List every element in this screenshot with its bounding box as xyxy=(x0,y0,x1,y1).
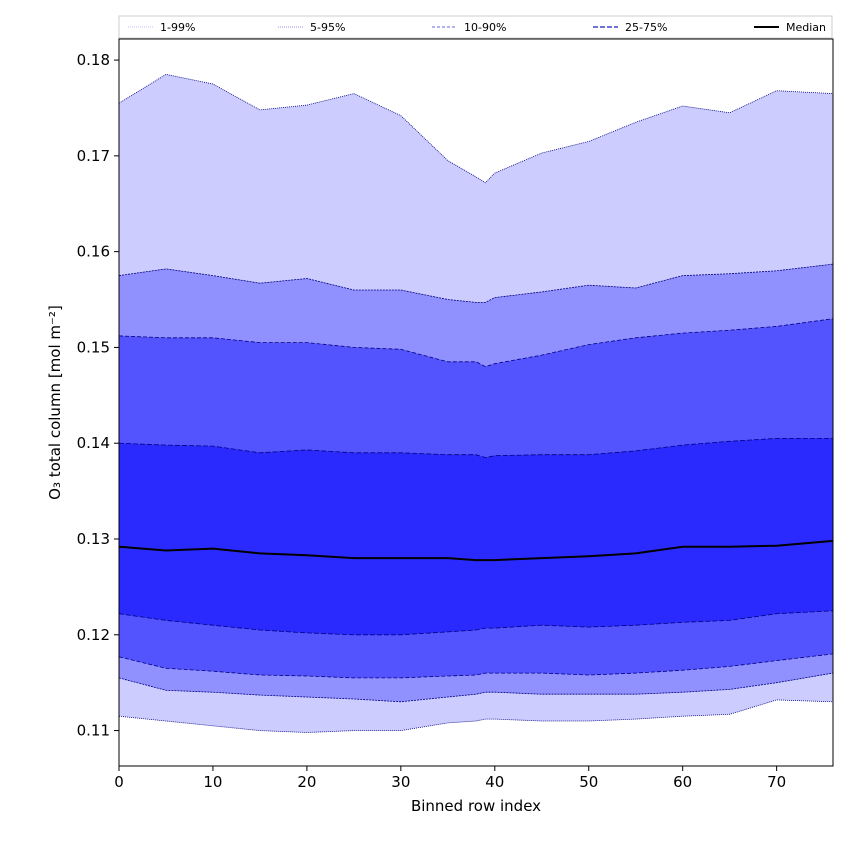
y-axis-ticks: 0.11 0.12 0.13 0.14 0.15 0.16 0.17 0.18 xyxy=(77,51,119,740)
band-5to95-lower-line xyxy=(118,672,834,703)
y-tick-label: 0.16 xyxy=(77,243,110,261)
x-tick-label: 20 xyxy=(297,773,316,791)
y-axis-label: O₃ total column [mol m⁻²] xyxy=(46,305,64,500)
y-tick-label: 0.11 xyxy=(77,722,110,740)
median-line xyxy=(118,539,834,562)
x-axis-ticks: 0 10 20 30 40 50 60 70 xyxy=(114,766,786,791)
legend-label: 10-90% xyxy=(464,21,506,34)
x-tick-label: 30 xyxy=(391,773,410,791)
legend-box xyxy=(118,15,833,39)
y-tick-label: 0.18 xyxy=(77,51,110,69)
band-1to99-upper-line xyxy=(118,73,834,184)
y-tick-label: 0.17 xyxy=(77,147,110,165)
y-tick-label: 0.14 xyxy=(77,434,110,452)
legend-label: Median xyxy=(786,21,826,34)
plot-frame xyxy=(118,38,834,767)
median-series xyxy=(118,539,834,562)
y-tick-label: 0.12 xyxy=(77,626,110,644)
band-25to75-lower-line xyxy=(118,610,834,636)
band-10to90-lower-line xyxy=(118,653,834,679)
legend-label: 5-95% xyxy=(310,21,345,34)
x-tick-label: 60 xyxy=(673,773,692,791)
x-axis-label: Binned row index xyxy=(411,797,541,815)
x-tick-label: 70 xyxy=(767,773,786,791)
legend-label: 1-99% xyxy=(160,21,195,34)
percentile-bands xyxy=(118,73,834,733)
x-tick-label: 0 xyxy=(114,773,124,791)
legend-label: 25-75% xyxy=(625,21,667,34)
band-25to75 xyxy=(119,438,833,635)
y-tick-label: 0.15 xyxy=(77,338,110,356)
y-tick-label: 0.13 xyxy=(77,530,110,548)
band-25to75-upper-line xyxy=(118,438,833,459)
x-tick-label: 50 xyxy=(579,773,598,791)
legend: 1-99% 5-95% 10-90% 25-75% Median xyxy=(118,15,833,39)
x-tick-label: 10 xyxy=(203,773,222,791)
x-tick-label: 40 xyxy=(485,773,504,791)
band-5to95-upper-line xyxy=(118,263,834,303)
band-10to90-upper-line xyxy=(118,318,834,368)
